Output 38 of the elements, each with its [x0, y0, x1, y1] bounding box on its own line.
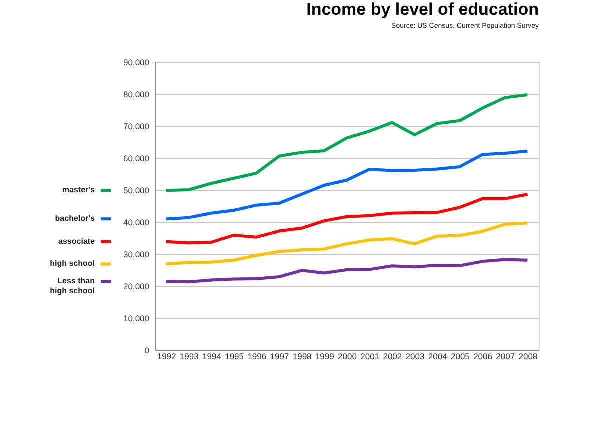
x-tick-label: 1999 — [315, 352, 335, 362]
y-tick-label: 90,000 — [124, 58, 150, 68]
x-tick-label: 1993 — [180, 352, 200, 362]
y-tick-label: 30,000 — [124, 250, 150, 260]
y-tick-label: 60,000 — [124, 154, 150, 164]
x-tick-label: 2006 — [474, 352, 493, 362]
line-series — [164, 222, 530, 266]
x-tick-label: 1992 — [157, 352, 177, 362]
x-tick-label: 2004 — [428, 352, 448, 362]
legend-label: Less than high school — [50, 276, 96, 296]
line-series — [164, 93, 530, 192]
x-tick-label: 1997 — [270, 352, 290, 362]
x-tick-label: 2003 — [406, 352, 425, 362]
y-tick-label: 40,000 — [124, 218, 150, 228]
x-tick-label: 1996 — [248, 352, 267, 362]
y-tick-label: 0 — [144, 346, 150, 356]
line-series — [164, 258, 530, 284]
y-tick-label: 70,000 — [124, 122, 150, 132]
legend-label: master's — [62, 186, 96, 195]
y-tick-label: 10,000 — [124, 314, 150, 324]
x-tick-label: 2000 — [338, 352, 358, 362]
x-tick-label: 1998 — [292, 352, 312, 362]
legend-label: associate — [58, 236, 96, 246]
x-tick-label: 2005 — [450, 352, 470, 362]
y-tick-label: 20,000 — [124, 282, 150, 292]
x-tick-label: 2001 — [360, 352, 380, 362]
x-tick-label: 2007 — [496, 352, 516, 362]
x-tick-label: 1995 — [225, 352, 244, 362]
legend-label: high school — [50, 259, 95, 268]
x-tick-label: 2008 — [518, 352, 538, 362]
y-tick-label: 50,000 — [124, 186, 150, 196]
chart-title: Income by level of education — [306, 0, 539, 19]
legend-label: bachelor's — [55, 214, 96, 224]
line-series — [164, 192, 530, 245]
x-tick-label: 2002 — [383, 352, 402, 362]
line-series — [164, 150, 530, 221]
y-tick-label: 80,000 — [124, 90, 150, 100]
x-tick-label: 1994 — [202, 352, 222, 362]
